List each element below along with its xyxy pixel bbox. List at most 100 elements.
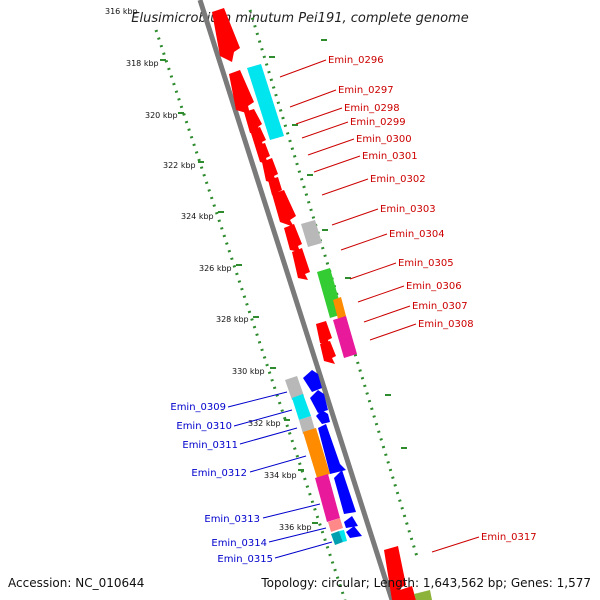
- leader-line: [279, 59, 327, 78]
- gene-arrow[interactable]: [310, 390, 328, 413]
- gene-label[interactable]: Emin_0298: [344, 103, 400, 114]
- reverse-leader-lines: [227, 391, 333, 559]
- gene-label[interactable]: Emin_0303: [380, 204, 436, 215]
- gene-arrow[interactable]: [229, 70, 254, 114]
- tick-label: 330 kbp: [232, 367, 265, 376]
- gene-arrow[interactable]: [250, 127, 266, 148]
- leader-line: [274, 541, 333, 559]
- gene-label[interactable]: Emin_0311: [182, 440, 238, 451]
- gene-block[interactable]: [247, 64, 284, 140]
- gene-label[interactable]: Emin_0301: [362, 151, 418, 162]
- gene-block[interactable]: [339, 530, 347, 542]
- forward-genes: [212, 8, 432, 600]
- gene-block[interactable]: [285, 376, 304, 400]
- gene-label[interactable]: Emin_0314: [211, 538, 267, 549]
- gene-block[interactable]: [333, 297, 346, 319]
- gene-label[interactable]: Emin_0300: [356, 134, 412, 145]
- gene-block[interactable]: [299, 416, 315, 434]
- tick-label: 332 kbp: [248, 419, 281, 428]
- reverse-gene-labels: Emin_0309 Emin_0310 Emin_0311 Emin_0312 …: [170, 402, 273, 565]
- leader-line: [369, 323, 417, 341]
- forward-gene-labels: Emin_0296 Emin_0297 Emin_0298 Emin_0299 …: [328, 55, 537, 543]
- gene-label[interactable]: Emin_0302: [370, 174, 426, 185]
- leader-line: [249, 455, 307, 473]
- gene-arrow[interactable]: [384, 546, 406, 600]
- reverse-genes: [303, 370, 362, 538]
- gene-arrow[interactable]: [334, 470, 356, 514]
- gene-label[interactable]: Emin_0313: [204, 514, 260, 525]
- gene-label[interactable]: Emin_0309: [170, 402, 226, 413]
- tick-marks: [160, 39, 407, 524]
- gene-label[interactable]: Emin_0317: [481, 532, 537, 543]
- gene-block[interactable]: [333, 316, 357, 358]
- tick-label: 320 kbp: [145, 111, 178, 120]
- gene-arrow[interactable]: [400, 586, 416, 600]
- leader-line: [268, 527, 327, 543]
- leader-line: [239, 427, 298, 445]
- gene-arrow[interactable]: [346, 526, 362, 538]
- gene-arrow[interactable]: [292, 248, 310, 280]
- tick-label: 318 kbp: [126, 59, 159, 68]
- leader-line: [301, 121, 349, 139]
- leader-line: [227, 391, 288, 408]
- leader-line: [262, 503, 321, 519]
- gene-arrow[interactable]: [284, 224, 302, 252]
- gene-label[interactable]: Emin_0299: [350, 117, 406, 128]
- leader-line: [349, 262, 397, 280]
- gene-block[interactable]: [414, 590, 432, 600]
- gene-label[interactable]: Emin_0307: [412, 301, 468, 312]
- gene-arrow[interactable]: [255, 143, 270, 164]
- genome-backbone: [197, 0, 395, 600]
- leader-line: [307, 138, 355, 156]
- leader-line: [295, 107, 343, 125]
- gene-arrow[interactable]: [272, 190, 296, 227]
- tick-label: 324 kbp: [181, 212, 214, 221]
- gene-arrow[interactable]: [316, 321, 332, 346]
- gene-arrow[interactable]: [303, 370, 322, 392]
- gene-arrow[interactable]: [344, 516, 358, 528]
- leader-line: [289, 89, 337, 108]
- gene-label[interactable]: Emin_0310: [176, 421, 232, 432]
- gene-block[interactable]: [303, 428, 330, 478]
- gene-label[interactable]: Emin_0305: [398, 258, 454, 269]
- gene-block[interactable]: [328, 518, 343, 532]
- gene-label[interactable]: Emin_0312: [191, 468, 247, 479]
- leader-line: [340, 233, 388, 251]
- gene-block[interactable]: [331, 531, 343, 545]
- gene-arrow[interactable]: [212, 8, 240, 62]
- gene-arrow[interactable]: [316, 410, 330, 424]
- leader-line: [321, 178, 369, 196]
- gene-arrow[interactable]: [318, 424, 346, 474]
- tick-label: 316 kbp: [105, 7, 138, 16]
- gene-block[interactable]: [292, 394, 311, 420]
- tick-label: 322 kbp: [163, 161, 196, 170]
- tick-label: 328 kbp: [216, 315, 249, 324]
- gene-label[interactable]: Emin_0306: [406, 281, 462, 292]
- reverse-features: [285, 376, 347, 545]
- tick-label: 326 kbp: [199, 264, 232, 273]
- gene-arrow[interactable]: [320, 341, 336, 364]
- gene-arrow[interactable]: [262, 158, 278, 184]
- gene-arrow[interactable]: [268, 177, 282, 197]
- gene-label[interactable]: Emin_0304: [389, 229, 445, 240]
- forward-features: [247, 64, 357, 358]
- tick-label: 336 kbp: [279, 523, 312, 532]
- leader-line: [313, 155, 361, 173]
- gene-block[interactable]: [301, 220, 322, 247]
- tick-label: 334 kbp: [264, 471, 297, 480]
- forward-leader-lines: [279, 59, 480, 553]
- map-title: Elusimicrobium minutum Pei191, complete …: [131, 11, 468, 26]
- leader-line: [431, 536, 480, 553]
- gene-label[interactable]: Emin_0297: [338, 85, 394, 96]
- leader-line: [357, 285, 405, 303]
- gene-label[interactable]: Emin_0308: [418, 319, 474, 330]
- gene-label[interactable]: Emin_0315: [217, 554, 273, 565]
- gene-block[interactable]: [315, 474, 340, 522]
- leader-line: [233, 409, 293, 427]
- accession-text: Accession: NC_010644: [8, 576, 144, 590]
- leader-line: [331, 208, 379, 226]
- genome-summary-text: Topology: circular; Length: 1,643,562 bp…: [260, 576, 591, 590]
- gene-label[interactable]: Emin_0296: [328, 55, 384, 66]
- leader-line: [363, 305, 411, 323]
